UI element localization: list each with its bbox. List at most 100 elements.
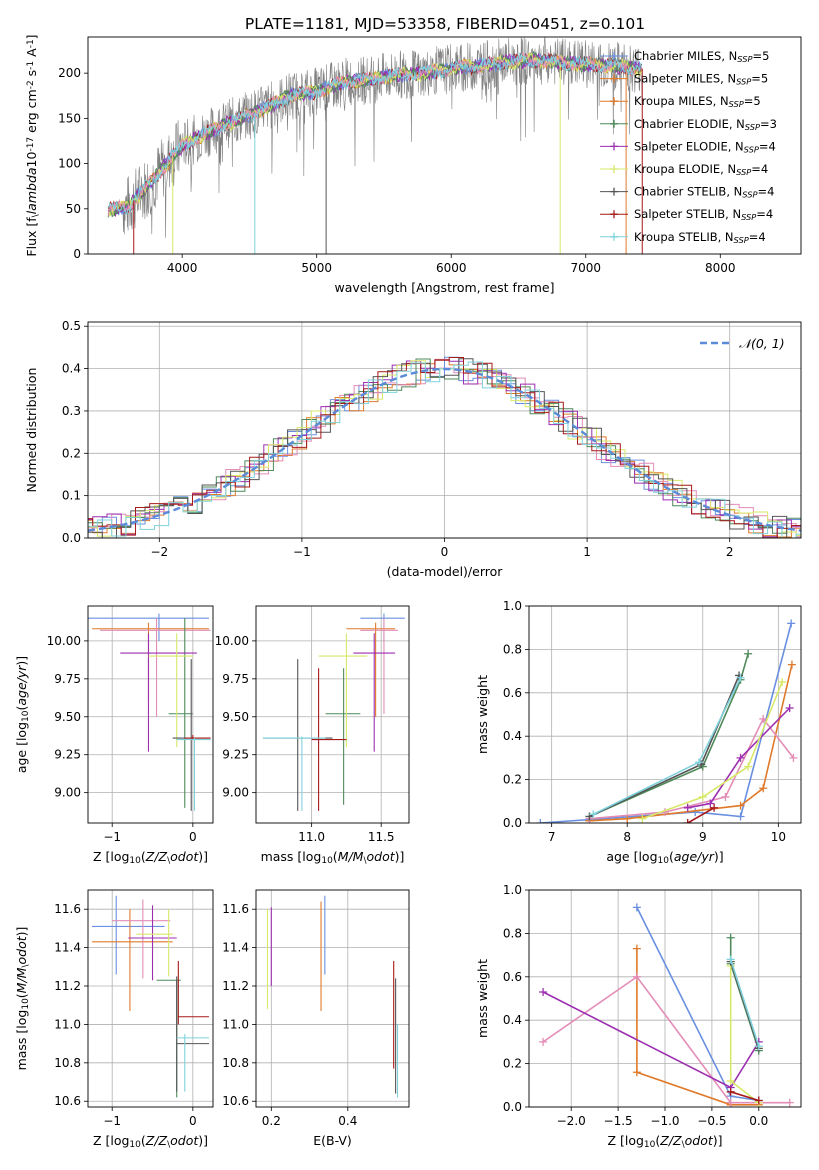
series-point [536,819,545,823]
y-tick-label: 50 [66,202,81,216]
y-tick-label: 11.6 [222,902,249,916]
series-point [632,903,641,912]
series-line-c5 [642,681,783,820]
axes-mass_weight_vs_age: 7 8 9 10 0.0 0.2 0.4 0.6 0.8 1.0 age [log10(age/yr… [475,599,802,866]
histogram-c6 [88,358,801,538]
legend-entry: Salpeter STELIB, NSSP=4 [634,207,773,222]
series-point [691,808,700,817]
y-tick-label: 11.0 [222,1017,249,1031]
y-tick-label: 150 [58,111,81,125]
series-point [638,814,647,823]
y-axis-label: Flux [f\lambda10-17 erg cm-2 s-1 A-1] [24,34,41,256]
x-axis-label: age [log10(age/yr)] [606,849,723,866]
y-tick-label: 9.00 [54,786,81,800]
x-tick-label: 5000 [301,261,332,275]
x-tick-label: 8 [623,830,631,844]
series-point [778,677,787,686]
y-tick-label: 10.6 [222,1094,249,1108]
axes-spectrum: 4000 5000 6000 7000 8000 0 50 100 150 200 waveleng… [24,34,802,295]
y-tick-label: 0.0 [503,1100,522,1114]
series-point [759,714,768,723]
series-point [789,753,798,762]
x-tick-label: 8000 [705,261,736,275]
series-line-c2 [542,975,790,1104]
x-tick-label: 1 [583,545,591,559]
axes-mass_vs_Z: −1 0 10.6 10.8 11.0 11.2 11.4 11.6 Z [log10(Z/Z\… [14,889,214,1150]
plot-area [88,613,211,811]
x-tick-label: −0.5 [697,1114,726,1128]
y-tick-label: 11.2 [222,979,249,993]
series-point [787,619,796,628]
plot-area [262,613,405,811]
y-tick-label: 10.6 [54,1094,81,1108]
y-tick-label: 100 [58,157,81,171]
y-tick-label: 0.5 [62,319,81,333]
axes-frame [87,36,802,255]
series-point [589,810,598,819]
y-tick-label: 0.8 [503,926,522,940]
x-axis-label: Z [log10(Z/Z\odot)] [93,849,208,866]
y-tick-label: 11.4 [54,941,81,955]
y-tick-label: 200 [58,66,81,80]
x-axis-label: Z [log10(Z/Z\odot)] [93,1133,208,1150]
x-tick-label: 0.0 [749,1114,768,1128]
series-point [754,1096,763,1105]
x-tick-label: 0 [441,545,449,559]
series-line-c4 [687,707,791,809]
series-point [736,812,745,821]
x-tick-label: −2.0 [557,1114,586,1128]
series-point [698,792,707,801]
axes-mass_weight_vs_Z: −2.0 −1.5 −1.0 −0.5 0.0 0.0 0.2 0.4 0.6 0.8 1.0 Z [… [475,883,802,1150]
y-tick-label: 11.4 [222,941,249,955]
x-tick-label: −1 [293,545,311,559]
y-tick-label: 0.3 [62,404,81,418]
y-tick-label: 0.4 [503,729,522,743]
axes-frame [255,889,410,1108]
x-tick-label: −1.0 [650,1114,679,1128]
y-tick-label: 0.0 [503,816,522,830]
y-axis-label: mass weight [475,675,490,754]
series-line-c7 [730,1091,760,1102]
series-line-c4 [542,991,760,1089]
x-tick-label: 0 [189,830,197,844]
x-axis-label: mass [log10(M/M\odot)] [261,849,405,866]
legend-entry: Chabrier ELODIE, NSSP=3 [634,117,777,132]
series-point [726,1087,735,1096]
axes-age_vs_mass: 11.0 11.5 9.00 9.25 9.50 9.75 10.00 mass [log10… [215,605,410,866]
series-point [787,660,796,669]
series-point [744,649,753,658]
x-tick-label: 0.4 [338,1114,357,1128]
x-tick-label: 6000 [436,261,467,275]
legend-marker [610,210,618,219]
y-tick-label: 0.4 [62,362,81,376]
x-tick-label: 7000 [570,261,601,275]
series-line-c8 [729,959,760,1047]
series-point [726,933,735,942]
x-tick-label: −1 [103,1114,121,1128]
legend-marker [610,52,618,60]
legend-marker [610,187,618,196]
legend-marker [610,142,618,151]
model-spectrum-c8 [108,52,642,216]
axes-frame [528,889,802,1108]
legend: Chabrier MILES, NSSP=5 Salpeter MILES, NS… [600,49,777,245]
legend-marker [610,97,618,106]
series-point [683,803,692,812]
x-tick-label: −2 [150,545,168,559]
axes-residuals: −2 −1 0 1 2 0.0 0.1 0.2 0.3 0.4 0.5 (data-model)/er… [24,319,802,579]
series-point [785,703,794,712]
x-axis-label: (data-model)/error [387,564,504,579]
y-tick-label: 0.2 [62,446,81,460]
legend-marker [610,165,618,173]
series-point [736,801,745,810]
histogram-c8 [88,361,801,538]
plot-area [539,903,794,1107]
plot-area [88,356,801,538]
legend-marker [610,232,618,241]
x-axis-label: wavelength [Angstrom, rest frame] [334,280,554,295]
y-axis-label: mass weight [475,959,490,1038]
axes-frame [255,605,410,824]
y-tick-label: 10.8 [54,1056,81,1070]
series-point [744,762,753,771]
